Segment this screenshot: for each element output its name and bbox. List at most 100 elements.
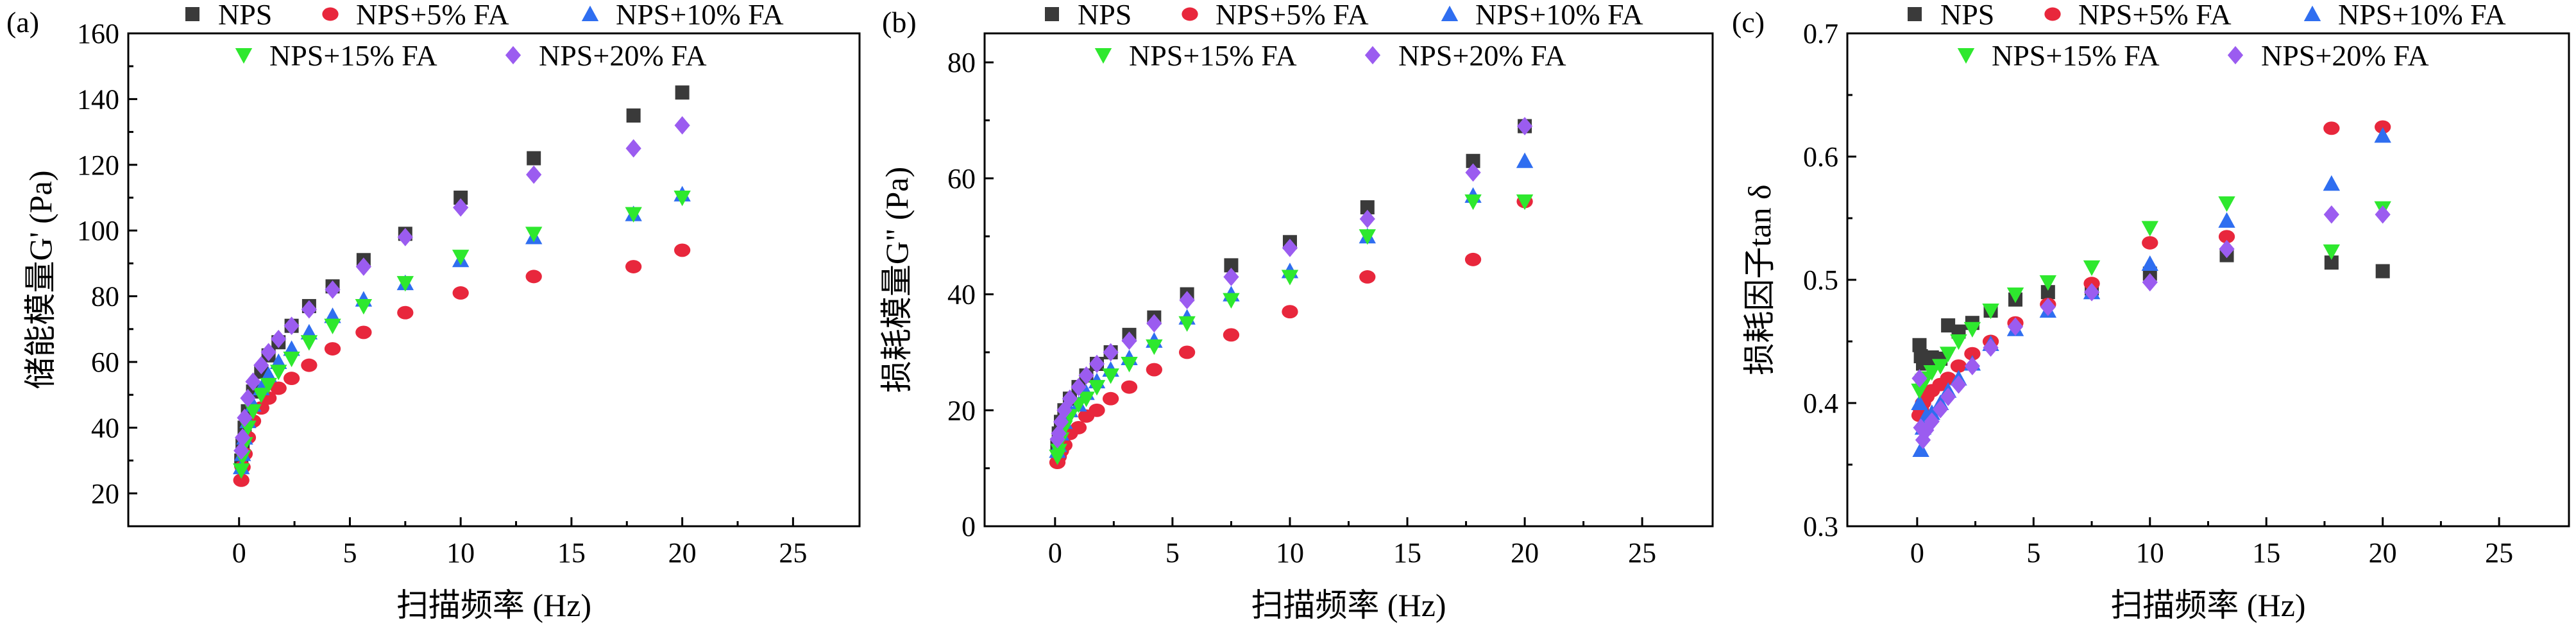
data-point — [526, 165, 542, 184]
data-point — [300, 335, 318, 351]
data-point — [1088, 380, 1106, 396]
data-point — [1179, 291, 1195, 309]
x-tick-label: 15 — [557, 537, 586, 569]
x-tick-label: 25 — [779, 537, 807, 569]
data-point — [1464, 252, 1482, 266]
x-tick-label: 20 — [2369, 537, 2397, 569]
data-point — [1071, 377, 1087, 397]
data-point — [1146, 314, 1162, 333]
data-point — [260, 377, 277, 394]
data-point — [1964, 357, 1980, 375]
series-nps-20-fa — [1911, 205, 2391, 449]
data-point — [1223, 293, 1240, 309]
data-point — [1224, 258, 1239, 273]
y-axis-label: 损耗因子tan δ — [1741, 184, 1777, 375]
x-tick-label: 10 — [446, 537, 475, 569]
data-point — [270, 381, 287, 395]
data-point — [2141, 255, 2158, 271]
data-point — [674, 243, 691, 257]
data-point — [2218, 212, 2235, 228]
data-point — [270, 365, 287, 381]
series-nps-15-fa — [1911, 196, 2391, 399]
data-point — [452, 286, 469, 300]
legend-label: NPS+10% FA — [2338, 0, 2506, 31]
legend-marker — [1182, 7, 1198, 21]
y-tick-label: 100 — [77, 215, 119, 246]
panel-b: 0 5 10 15 20 25 0 20 40 60 80 (b) 扫描频率 (Hz) 损耗模量G" (P… — [879, 0, 1714, 623]
data-point — [1933, 400, 1949, 418]
legend-marker — [2227, 46, 2244, 65]
x-tick-label: 0 — [1910, 537, 1924, 569]
data-point — [1121, 357, 1138, 373]
y-axis-label: 储能模量G' (Pa) — [22, 171, 58, 390]
data-point — [1178, 345, 1196, 359]
data-point — [244, 404, 262, 420]
data-point — [1923, 404, 1940, 420]
data-point — [283, 351, 300, 368]
data-point — [1359, 209, 1375, 228]
x-axis-label: 扫描频率 (Hz) — [1251, 587, 1446, 623]
legend-label: NPS — [1940, 0, 1994, 31]
data-point — [1912, 441, 1929, 457]
x-tick-label: 5 — [1165, 537, 1180, 569]
data-point — [1089, 403, 1105, 417]
data-point — [1102, 391, 1119, 406]
data-point — [2218, 230, 2235, 244]
data-point — [1466, 153, 1480, 168]
data-point — [2323, 121, 2340, 135]
data-point — [1465, 163, 1481, 182]
data-point — [525, 227, 543, 243]
legend-marker — [1094, 48, 1112, 64]
data-point — [2141, 221, 2158, 237]
y-tick-label: 120 — [77, 150, 119, 181]
data-point — [1282, 239, 1298, 257]
data-point — [2006, 288, 2024, 304]
x-tick-label: 10 — [2136, 537, 2164, 569]
data-point — [1070, 420, 1087, 434]
data-point — [1078, 391, 1095, 408]
data-point — [452, 250, 470, 266]
legend-label: NPS+5% FA — [2078, 0, 2232, 31]
data-point — [1102, 368, 1119, 384]
data-point — [2142, 236, 2158, 250]
data-point — [1056, 400, 1072, 420]
data-point — [1516, 194, 1534, 210]
data-point — [2007, 317, 2024, 336]
data-point — [625, 139, 641, 158]
data-point — [625, 207, 642, 223]
data-point — [2323, 175, 2341, 191]
data-point — [2375, 264, 2390, 279]
data-point — [253, 356, 269, 375]
x-tick-label: 25 — [2485, 537, 2513, 569]
x-tick-label: 10 — [1276, 537, 1304, 569]
legend-marker — [1045, 7, 1059, 21]
data-point — [2083, 282, 2100, 302]
data-point — [232, 463, 250, 479]
y-tick-label: 80 — [947, 47, 976, 78]
data-point — [1146, 339, 1163, 356]
legend-label: NPS+5% FA — [1216, 0, 1369, 31]
data-point — [240, 389, 256, 408]
x-tick-label: 25 — [1628, 537, 1656, 569]
panel-c: 0 5 10 15 20 25 0.3 0.4 0.5 0.6 0.7 (c) 扫描频率 (Hz) 损耗因… — [1732, 0, 2570, 623]
data-point — [1919, 420, 1935, 440]
data-point — [2040, 297, 2056, 316]
data-point — [1078, 366, 1094, 385]
data-point — [1939, 347, 1957, 363]
x-tick-label: 20 — [668, 537, 697, 569]
y-tick-label: 160 — [77, 18, 119, 49]
data-point — [271, 329, 287, 348]
data-point — [2375, 205, 2391, 224]
legend-marker — [505, 46, 521, 65]
data-point — [233, 473, 250, 487]
legend: NPS NPS+5% FA NPS+10% FA NPS+15% FA NPS+20% … — [1045, 0, 1643, 72]
data-point — [260, 343, 276, 361]
data-point — [1282, 305, 1298, 319]
data-point — [2374, 127, 2391, 143]
data-point — [1964, 347, 1981, 361]
legend-label: NPS+10% FA — [616, 0, 784, 31]
data-point — [1464, 194, 1482, 210]
data-point — [237, 408, 253, 427]
series-nps-10-fa — [1911, 127, 2391, 457]
